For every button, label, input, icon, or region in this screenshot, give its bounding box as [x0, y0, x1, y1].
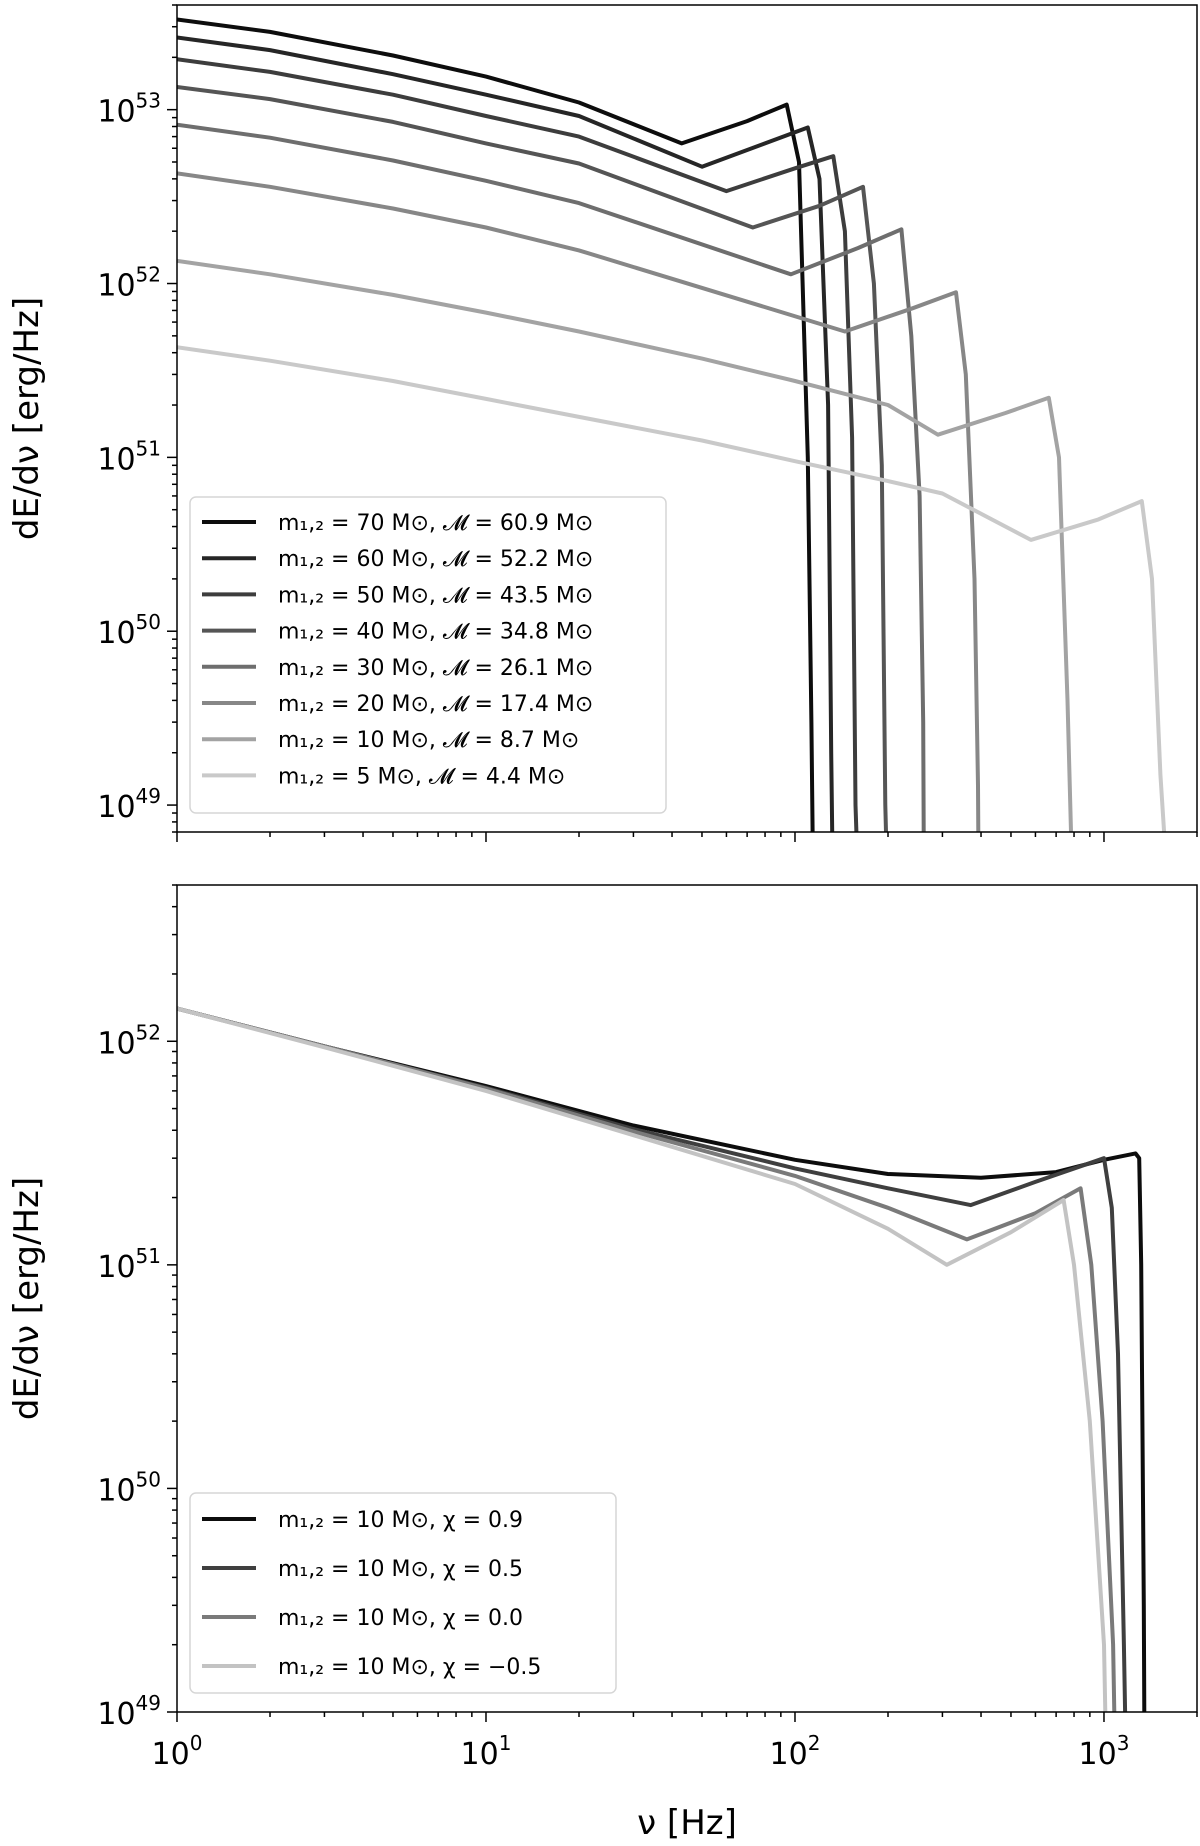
y-tick-label: 1052	[97, 263, 161, 304]
y-tick-label: 1049	[97, 1691, 161, 1732]
series-line-2	[177, 35, 835, 832]
legend-label: m₁,₂ = 10 M⊙, 𝓜 = 8.7 M⊙	[278, 728, 579, 753]
series-line-5	[177, 122, 926, 832]
y-tick-label: 1052	[97, 1020, 161, 1061]
x-tick-label: 100	[152, 1731, 203, 1772]
axes-frame	[176, 4, 1198, 833]
legend: m₁,₂ = 70 M⊙, 𝓜 = 60.9 M⊙ m₁,₂ = 60 M⊙, 𝓜…	[189, 496, 667, 814]
plot-area	[177, 17, 1167, 832]
legend-label: m₁,₂ = 70 M⊙, 𝓜 = 60.9 M⊙	[278, 511, 593, 536]
plot-area	[177, 1006, 1147, 1712]
legend-label: m₁,₂ = 10 M⊙, χ = 0.5	[278, 1557, 523, 1582]
y-axis-label: dE/dν [erg/Hz]	[7, 297, 47, 540]
series-line-1	[177, 17, 815, 832]
x-tick-label: 102	[770, 1731, 821, 1772]
series-line-3	[177, 1006, 1117, 1712]
y-tick-label: 1051	[97, 1244, 161, 1285]
series-line-4	[177, 1006, 1108, 1712]
y-tick-label: 1051	[97, 436, 161, 477]
top-panel: 1049 1050 1051 1052 1053 dE/dν [erg/Hz] m₁,₂ =…	[7, 4, 1198, 842]
x-axis	[176, 832, 1198, 842]
y-tick-label: 1050	[97, 1467, 161, 1508]
legend-label: m₁,₂ = 40 M⊙, 𝓜 = 34.8 M⊙	[278, 620, 593, 645]
y-axis-label: dE/dν [erg/Hz]	[7, 1177, 47, 1420]
y-tick-label: 1050	[97, 610, 161, 651]
x-axis: 100 101 102 103	[152, 1712, 1198, 1772]
y-tick-label: 1053	[97, 89, 161, 130]
x-tick-label: 103	[1079, 1731, 1130, 1772]
legend-label: m₁,₂ = 60 M⊙, 𝓜 = 52.2 M⊙	[278, 547, 593, 572]
x-tick-label: 101	[461, 1731, 512, 1772]
series-line-6	[177, 171, 981, 832]
series-line-4	[177, 85, 888, 832]
legend-label: m₁,₂ = 5 M⊙, 𝓜 = 4.4 M⊙	[278, 764, 565, 789]
axes-frame	[176, 884, 1198, 1713]
legend-label: m₁,₂ = 10 M⊙, χ = −0.5	[278, 1655, 541, 1680]
legend-label: m₁,₂ = 10 M⊙, χ = 0.0	[278, 1606, 523, 1631]
legend-label: m₁,₂ = 50 M⊙, 𝓜 = 43.5 M⊙	[278, 583, 593, 608]
y-axis: 1049 1050 1051 1052 1053	[97, 4, 177, 833]
y-tick-label: 1049	[97, 784, 161, 825]
series-line-3	[177, 57, 859, 832]
series-line-8	[177, 345, 1167, 832]
legend-box	[189, 1492, 617, 1694]
legend-label: m₁,₂ = 30 M⊙, 𝓜 = 26.1 M⊙	[278, 656, 593, 681]
x-axis-label: ν [Hz]	[637, 1803, 737, 1843]
series-line-7	[177, 258, 1073, 832]
legend-label: m₁,₂ = 20 M⊙, 𝓜 = 17.4 M⊙	[278, 692, 593, 717]
bottom-panel: 100 101 102 103 1049 1050 1051 1052 dE/dν [erg/H…	[7, 884, 1198, 1843]
legend-label: m₁,₂ = 10 M⊙, χ = 0.9	[278, 1508, 523, 1533]
legend-box	[189, 496, 667, 814]
legend: m₁,₂ = 10 M⊙, χ = 0.9 m₁,₂ = 10 M⊙, χ = 0…	[189, 1492, 617, 1694]
y-axis: 1049 1050 1051 1052	[97, 884, 177, 1732]
